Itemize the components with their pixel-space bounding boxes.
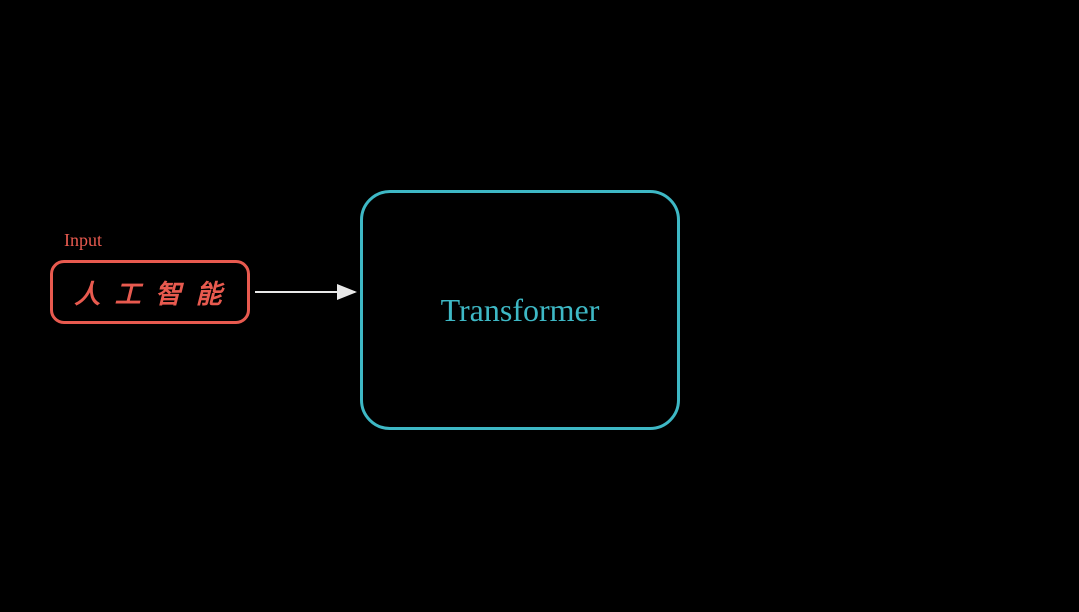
transformer-box: Transformer	[360, 190, 680, 430]
input-label: Input	[64, 230, 102, 251]
input-box-text: 人 工 智 能	[74, 274, 226, 311]
input-box: 人 工 智 能	[50, 260, 250, 324]
transformer-box-text: Transformer	[441, 292, 600, 329]
